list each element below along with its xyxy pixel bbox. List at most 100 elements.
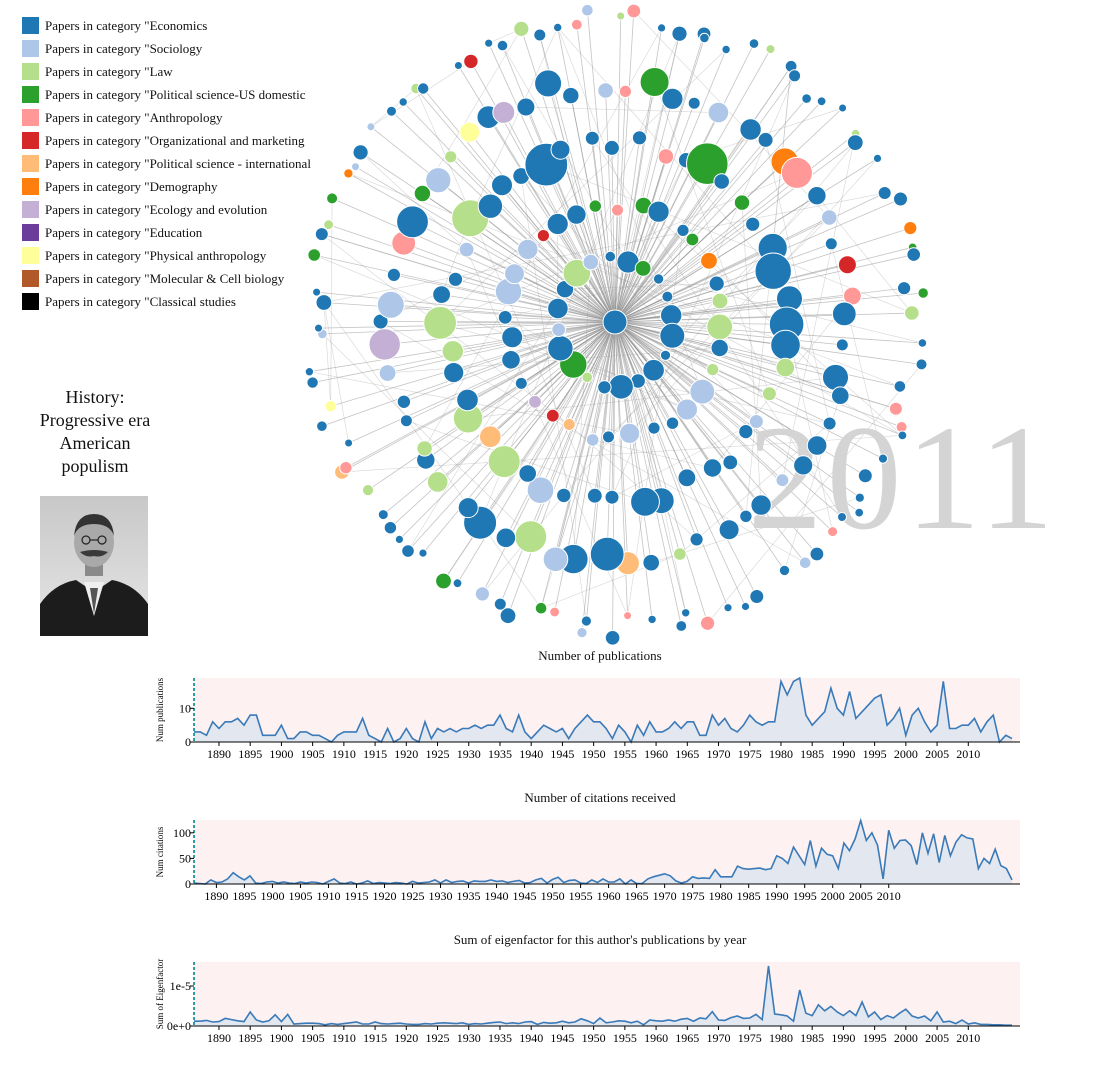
paper-node[interactable]: [857, 468, 873, 484]
paper-node[interactable]: [495, 527, 517, 549]
paper-node[interactable]: [739, 509, 753, 523]
paper-node[interactable]: [700, 615, 716, 631]
paper-node[interactable]: [376, 290, 405, 319]
paper-node[interactable]: [547, 335, 574, 362]
paper-node[interactable]: [493, 597, 507, 611]
paper-node[interactable]: [831, 386, 850, 406]
paper-node[interactable]: [501, 326, 524, 349]
paper-node[interactable]: [775, 473, 790, 488]
paper-node[interactable]: [513, 20, 530, 37]
paper-node[interactable]: [897, 281, 912, 296]
paper-node[interactable]: [453, 61, 463, 70]
paper-node[interactable]: [459, 121, 481, 143]
paper-node[interactable]: [699, 32, 710, 44]
paper-node[interactable]: [316, 420, 328, 433]
paper-node[interactable]: [824, 237, 838, 251]
paper-node[interactable]: [685, 232, 700, 247]
paper-node[interactable]: [452, 578, 463, 589]
paper-node[interactable]: [877, 186, 892, 200]
paper-node[interactable]: [708, 275, 725, 292]
paper-node[interactable]: [586, 487, 603, 504]
paper-node[interactable]: [447, 271, 464, 287]
paper-node[interactable]: [534, 601, 548, 615]
paper-node[interactable]: [657, 148, 675, 165]
paper-node[interactable]: [352, 144, 369, 161]
paper-node[interactable]: [608, 374, 634, 400]
paper-node[interactable]: [314, 323, 323, 333]
paper-node[interactable]: [463, 53, 479, 70]
paper-node[interactable]: [835, 338, 849, 352]
paper-node[interactable]: [780, 156, 813, 189]
paper-node[interactable]: [304, 367, 315, 377]
paper-node[interactable]: [775, 357, 796, 378]
paper-node[interactable]: [619, 422, 641, 444]
paper-node[interactable]: [426, 471, 449, 493]
paper-node[interactable]: [588, 199, 602, 213]
paper-node[interactable]: [584, 130, 600, 146]
paper-node[interactable]: [723, 603, 733, 613]
paper-node[interactable]: [339, 461, 353, 475]
paper-node[interactable]: [671, 25, 688, 42]
paper-node[interactable]: [702, 458, 723, 478]
paper-node[interactable]: [793, 455, 814, 476]
paper-node[interactable]: [597, 380, 612, 395]
paper-node[interactable]: [566, 204, 587, 225]
paper-node[interactable]: [733, 194, 751, 211]
paper-node[interactable]: [492, 100, 516, 124]
paper-node[interactable]: [545, 408, 560, 423]
paper-node[interactable]: [687, 96, 701, 110]
paper-node[interactable]: [526, 476, 555, 505]
paper-node[interactable]: [501, 350, 521, 370]
paper-node[interactable]: [675, 620, 688, 632]
paper-node[interactable]: [441, 340, 464, 363]
paper-node[interactable]: [748, 414, 764, 429]
paper-node[interactable]: [822, 363, 849, 391]
paper-node[interactable]: [676, 398, 698, 421]
paper-node[interactable]: [585, 433, 600, 447]
paper-node[interactable]: [754, 252, 792, 290]
paper-node[interactable]: [477, 193, 504, 219]
paper-node[interactable]: [807, 186, 827, 206]
paper-node[interactable]: [647, 614, 657, 625]
paper-node[interactable]: [366, 122, 376, 132]
paper-node[interactable]: [542, 546, 569, 573]
paper-node[interactable]: [368, 328, 401, 361]
paper-node[interactable]: [765, 44, 776, 55]
paper-node[interactable]: [897, 430, 908, 441]
paper-node[interactable]: [846, 134, 864, 152]
paper-node[interactable]: [893, 191, 908, 207]
paper-node[interactable]: [706, 363, 720, 377]
paper-node[interactable]: [496, 39, 509, 52]
paper-node[interactable]: [854, 507, 865, 518]
paper-node[interactable]: [904, 305, 920, 321]
paper-node[interactable]: [570, 18, 583, 31]
paper-node[interactable]: [618, 84, 633, 99]
paper-node[interactable]: [686, 142, 729, 185]
paper-node[interactable]: [888, 401, 903, 416]
paper-node[interactable]: [556, 487, 572, 504]
paper-node[interactable]: [417, 82, 430, 95]
paper-node[interactable]: [474, 586, 490, 602]
paper-node[interactable]: [713, 173, 731, 190]
paper-node[interactable]: [806, 435, 828, 456]
paper-node[interactable]: [677, 468, 697, 488]
paper-node[interactable]: [551, 322, 567, 338]
paper-node[interactable]: [673, 547, 687, 561]
paper-node[interactable]: [432, 285, 452, 305]
paper-node[interactable]: [761, 386, 777, 402]
paper-node[interactable]: [517, 238, 539, 261]
paper-node[interactable]: [550, 139, 571, 160]
paper-node[interactable]: [396, 205, 429, 239]
paper-node[interactable]: [326, 192, 339, 205]
paper-node[interactable]: [748, 38, 760, 49]
paper-node[interactable]: [854, 492, 865, 503]
paper-node[interactable]: [443, 362, 465, 384]
paper-node[interactable]: [877, 453, 889, 464]
paper-node[interactable]: [659, 349, 672, 361]
paper-node[interactable]: [710, 338, 729, 358]
paper-node[interactable]: [497, 310, 513, 325]
paper-node[interactable]: [602, 430, 615, 444]
paper-node[interactable]: [721, 44, 731, 55]
paper-node[interactable]: [528, 394, 542, 409]
paper-node[interactable]: [657, 23, 667, 33]
